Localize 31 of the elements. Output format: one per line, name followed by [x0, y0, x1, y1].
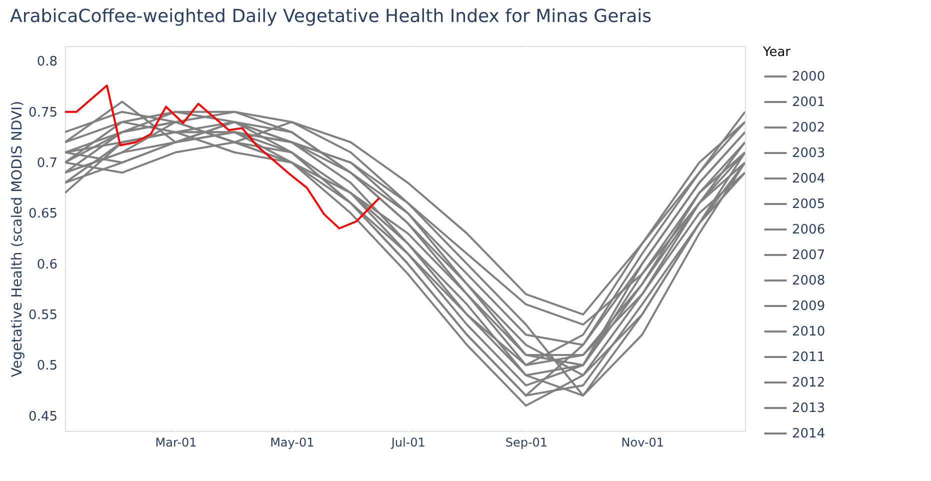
legend-label: 2010 [792, 324, 826, 340]
legend-label: 2012 [792, 376, 826, 390]
y-tick-label: 0.75 [28, 105, 58, 120]
y-tick-label: 0.7 [36, 156, 58, 172]
legend-label: 2013 [792, 401, 826, 416]
y-tick-label: 0.45 [28, 409, 58, 424]
legend-label: 2000 [792, 70, 826, 84]
legend-label: 2014 [792, 426, 826, 442]
legend-label: 2004 [792, 172, 826, 186]
x-tick-label: Sep-01 [505, 436, 548, 450]
legend-label: 2005 [792, 197, 826, 212]
legend-label: 2002 [792, 120, 826, 136]
legend-label: 2006 [792, 222, 826, 238]
y-tick-label: 0.5 [36, 358, 58, 374]
legend-label: 2001 [792, 95, 826, 110]
x-tick-label: Nov-01 [621, 436, 664, 450]
chart-title: ArabicaCoffee-weighted Daily Vegetative Health Index for Minas Gerais [10, 6, 652, 27]
legend-label: 2011 [792, 350, 826, 365]
y-axis-title: Vegetative Health (scaled MODIS NDVI) [10, 100, 26, 378]
y-tick-label: 0.6 [36, 257, 58, 272]
legend-title: Year [762, 45, 792, 60]
legend-label: 2009 [792, 299, 826, 314]
x-tick-label: Mar-01 [155, 436, 197, 450]
y-tick-label: 0.8 [36, 54, 58, 70]
y-tick-label: 0.65 [28, 206, 58, 222]
y-tick-label: 0.55 [28, 308, 58, 323]
legend-label: 2003 [792, 146, 826, 161]
legend-label: 2007 [792, 248, 826, 263]
x-tick-label: Jul-01 [390, 436, 426, 450]
legend-label: 2008 [792, 274, 826, 288]
x-tick-label: May-01 [270, 436, 314, 450]
